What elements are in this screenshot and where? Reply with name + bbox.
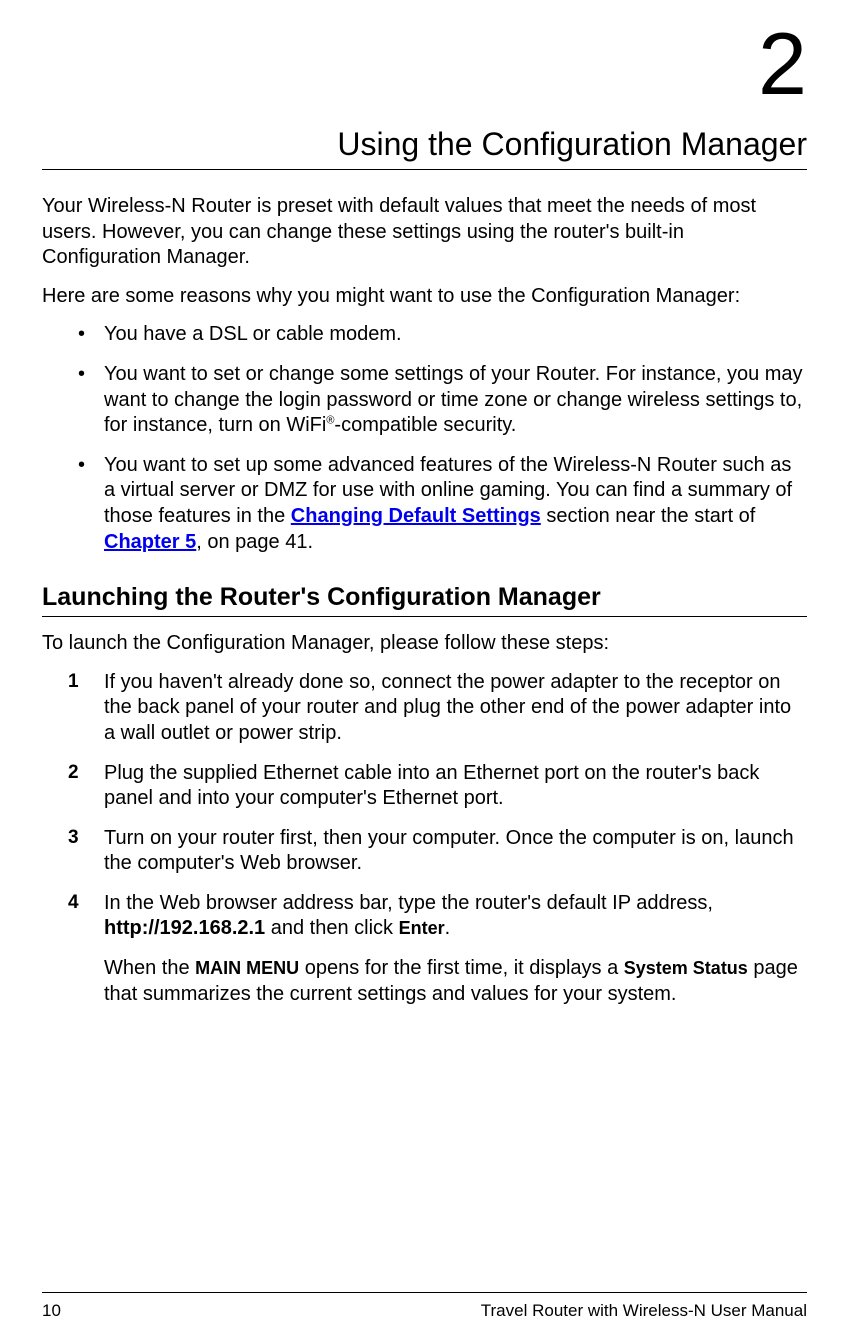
text-fragment: section near the start of: [541, 505, 756, 527]
chapter-title: Using the Configuration Manager: [42, 126, 807, 170]
page-number: 10: [42, 1301, 61, 1321]
chapter-number: 2: [42, 20, 807, 108]
text-fragment: .: [445, 917, 451, 939]
steps-list: 1 If you haven't already done so, connec…: [42, 670, 807, 942]
text-fragment: and then click: [265, 917, 398, 939]
step-number: 3: [68, 826, 79, 850]
step-number: 2: [68, 761, 79, 785]
intro-paragraph-2: Here are some reasons why you might want…: [42, 284, 807, 310]
list-item: You have a DSL or cable modem.: [42, 322, 807, 348]
ip-address: http://192.168.2.1: [104, 917, 265, 939]
list-item: 1 If you haven't already done so, connec…: [42, 670, 807, 747]
reasons-list: You have a DSL or cable modem. You want …: [42, 322, 807, 555]
text-fragment: In the Web browser address bar, type the…: [104, 892, 713, 914]
step-4-sub-paragraph: When the MAIN MENU opens for the first t…: [42, 956, 807, 1007]
page-footer: 10 Travel Router with Wireless-N User Ma…: [42, 1292, 807, 1321]
text-fragment: -compatible security.: [334, 414, 516, 436]
text-fragment: opens for the first time, it displays a: [299, 957, 624, 979]
list-item: 2 Plug the supplied Ethernet cable into …: [42, 761, 807, 812]
list-item: 4 In the Web browser address bar, type t…: [42, 891, 807, 942]
step-number: 1: [68, 670, 79, 694]
link-chapter-5[interactable]: Chapter 5: [104, 531, 196, 553]
step-text: Plug the supplied Ethernet cable into an…: [104, 762, 759, 810]
step-text: Turn on your router first, then your com…: [104, 827, 794, 875]
list-item: You want to set or change some settings …: [42, 362, 807, 439]
main-menu-label: MAIN MENU: [195, 958, 299, 978]
link-changing-default-settings[interactable]: Changing Default Settings: [291, 505, 541, 527]
step-number: 4: [68, 891, 79, 915]
section-intro: To launch the Configuration Manager, ple…: [42, 631, 807, 657]
list-item: 3 Turn on your router first, then your c…: [42, 826, 807, 877]
intro-paragraph-1: Your Wireless-N Router is preset with de…: [42, 194, 807, 271]
system-status-label: System Status: [624, 958, 748, 978]
step-text: If you haven't already done so, connect …: [104, 671, 791, 744]
footer-title: Travel Router with Wireless-N User Manua…: [481, 1301, 807, 1321]
text-fragment: , on page 41.: [196, 531, 313, 553]
text-fragment: When the: [104, 957, 195, 979]
section-heading: Launching the Router's Configuration Man…: [42, 583, 807, 617]
list-item: You want to set up some advanced feature…: [42, 453, 807, 555]
enter-key: Enter: [399, 918, 445, 938]
